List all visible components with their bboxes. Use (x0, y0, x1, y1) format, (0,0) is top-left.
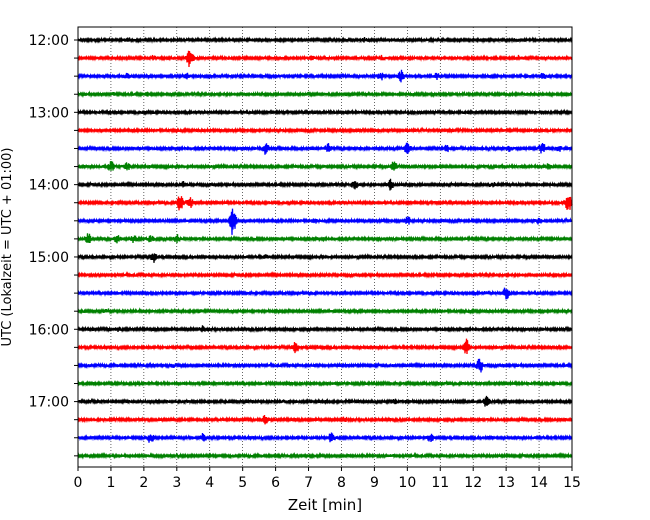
trace-line (77, 196, 573, 211)
trace-line (77, 432, 573, 443)
x-tick-label: 13 (497, 475, 515, 491)
x-tick-label: 1 (106, 475, 115, 491)
trace-line (77, 36, 573, 44)
x-tick-label: 12 (464, 475, 482, 491)
trace-line (77, 142, 573, 155)
x-tick-label: 5 (238, 475, 247, 491)
trace-line (77, 414, 573, 425)
x-tick-label: 14 (530, 475, 548, 491)
x-tick-label: 9 (370, 475, 379, 491)
trace-line (77, 126, 573, 135)
x-tick-label: 0 (74, 475, 83, 491)
y-tick-label: 13:00 (29, 105, 69, 121)
y-tick-label: 17:00 (29, 395, 69, 411)
x-tick-label: 8 (337, 475, 346, 491)
x-tick-label: 15 (563, 475, 581, 491)
trace-line (77, 338, 573, 355)
trace-line (77, 233, 573, 244)
trace-line (77, 379, 573, 388)
y-tick-label: 16:00 (29, 322, 69, 338)
x-axis-ticks: 0 1 2 3 4 5 6 7 8 9 10 11 12 13 14 15 (74, 467, 581, 491)
trace-line (77, 395, 573, 407)
y-tick-label: 12:00 (29, 33, 69, 49)
y-tick-label: 15:00 (29, 250, 69, 266)
x-tick-label: 11 (431, 475, 449, 491)
x-tick-label: 3 (172, 475, 181, 491)
trace-line (77, 69, 573, 83)
trace-line (77, 358, 573, 373)
trace-line (77, 307, 573, 316)
trace-line (77, 287, 573, 300)
trace-line (77, 325, 573, 334)
x-tick-label: 6 (271, 475, 280, 491)
y-axis-ticks: 12:00 13:00 14:00 15:00 16:00 17:00 (29, 33, 78, 457)
trace-line (77, 451, 573, 460)
x-tick-label: 7 (304, 475, 313, 491)
trace-line (77, 108, 573, 117)
trace-line (77, 50, 573, 68)
plot-frame (77, 26, 573, 468)
trace-line (77, 161, 573, 171)
x-axis-label: Zeit [min] (288, 496, 362, 514)
trace-line (77, 271, 573, 279)
trace-line (77, 90, 573, 99)
x-tick-label: 4 (205, 475, 214, 491)
vertical-gridlines (110, 27, 540, 467)
y-tick-label: 14:00 (29, 178, 69, 194)
trace-line (77, 208, 573, 235)
seismogram-traces (77, 36, 573, 460)
x-tick-label: 2 (139, 475, 148, 491)
x-tick-label: 10 (398, 475, 416, 491)
trace-line (77, 178, 573, 191)
trace-line (77, 253, 573, 263)
y-axis-label: UTC (Lokalzeit = UTC + 01:00) (0, 148, 15, 347)
